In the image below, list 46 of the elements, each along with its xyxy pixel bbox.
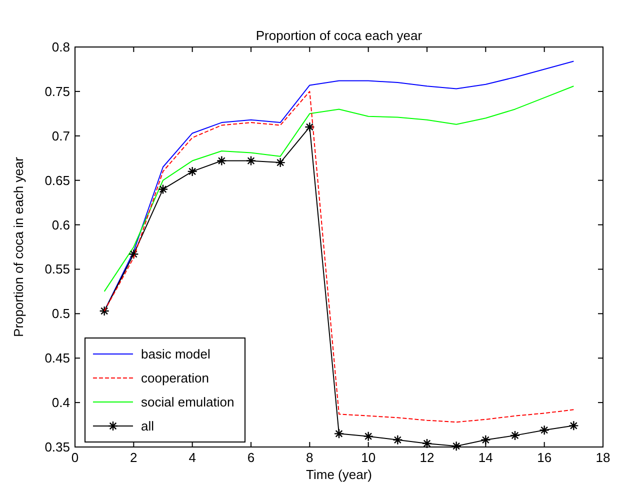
x-tick-label: 4 xyxy=(188,450,196,465)
x-axis-title: Time (year) xyxy=(306,467,372,482)
point xyxy=(422,438,432,449)
y-tick-label: 0.75 xyxy=(44,84,70,99)
y-tick-label: 0.45 xyxy=(44,350,70,366)
point xyxy=(510,430,520,441)
point xyxy=(246,156,256,166)
point xyxy=(539,425,550,436)
x-tick-label: 10 xyxy=(361,450,376,465)
y-tick-label: 0.4 xyxy=(52,395,70,410)
point xyxy=(128,249,139,260)
x-tick-label: 14 xyxy=(478,450,493,465)
point xyxy=(363,431,374,442)
x-tick-label: 6 xyxy=(247,450,255,465)
point xyxy=(334,428,344,439)
point xyxy=(158,184,168,194)
x-tick-label: 16 xyxy=(537,450,552,465)
point xyxy=(392,434,403,445)
y-tick-label: 0.8 xyxy=(52,40,70,54)
point xyxy=(187,166,198,177)
point xyxy=(304,122,315,132)
legend-label: social emulation xyxy=(141,394,234,410)
y-tick-label: 0.6 xyxy=(52,217,70,232)
y-tick-label: 0.7 xyxy=(52,128,70,144)
y-tick-label: 0.65 xyxy=(44,172,70,188)
x-tick-label: 0 xyxy=(71,450,79,465)
chart-title: Proportion of coca each year xyxy=(256,28,423,43)
y-axis-title: Proportion of coca in each year xyxy=(11,156,26,337)
x-tick-label: 8 xyxy=(306,450,314,465)
point xyxy=(480,434,491,445)
point xyxy=(451,441,462,452)
point xyxy=(216,156,227,166)
point xyxy=(568,420,579,431)
legend-label: all xyxy=(141,418,154,434)
x-tick-label: 2 xyxy=(130,450,138,465)
legend-label: basic model xyxy=(141,346,210,362)
x-tick-label: 18 xyxy=(596,450,610,465)
y-tick-label: 0.5 xyxy=(52,306,70,322)
y-tick-label: 0.55 xyxy=(44,262,70,277)
y-tick-label: 0.35 xyxy=(44,440,70,454)
point xyxy=(275,157,286,168)
line-series xyxy=(104,90,574,423)
point xyxy=(99,306,110,316)
x-tick-label: 12 xyxy=(420,450,434,465)
line-series xyxy=(104,86,574,292)
legend-label: cooperation xyxy=(141,370,209,386)
